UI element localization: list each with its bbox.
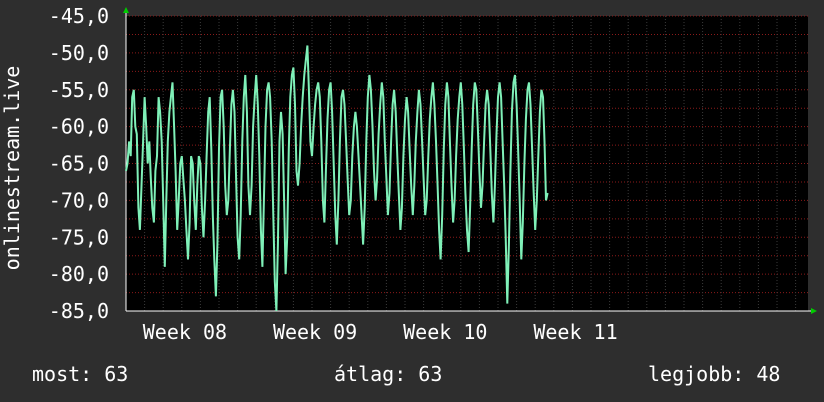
- y-axis-ticks: -45,0 -50,0 -55,0 -60,0 -65,0 -70,0 -75,0 -80,0…: [49, 4, 109, 323]
- x-axis-ticks: Week 08 Week 09 Week 10 Week 11: [143, 320, 618, 344]
- plot-area: [126, 16, 808, 311]
- footer-best-value: legjobb: 48: [648, 362, 781, 386]
- y-tick-label: -85,0: [49, 299, 109, 323]
- x-tick-label: Week 09: [273, 320, 357, 344]
- x-axis-arrow: [811, 308, 817, 314]
- y-tick-label: -45,0: [49, 4, 109, 28]
- y-tick-label: -75,0: [49, 225, 109, 249]
- axes: [123, 7, 817, 314]
- y-tick-label: -70,0: [49, 188, 109, 212]
- x-tick-label: Week 11: [533, 320, 617, 344]
- x-tick-label: Week 10: [403, 320, 487, 344]
- x-tick-label: Week 08: [143, 320, 227, 344]
- line-chart: -45,0 -50,0 -55,0 -60,0 -65,0 -70,0 -75,0 -80,0…: [0, 4, 817, 344]
- y-tick-label: -65,0: [49, 152, 109, 176]
- footer-average-value: átlag: 63: [334, 362, 443, 386]
- y-tick-label: -55,0: [49, 78, 109, 102]
- footer-current-value: most: 63: [32, 362, 129, 386]
- y-tick-label: -50,0: [49, 41, 109, 65]
- series-line: [125, 45, 549, 312]
- y-tick-label: -80,0: [49, 262, 109, 286]
- y-axis-label: onlinestream.live: [0, 66, 24, 271]
- y-axis-arrow: [123, 7, 129, 13]
- y-tick-label: -60,0: [49, 115, 109, 139]
